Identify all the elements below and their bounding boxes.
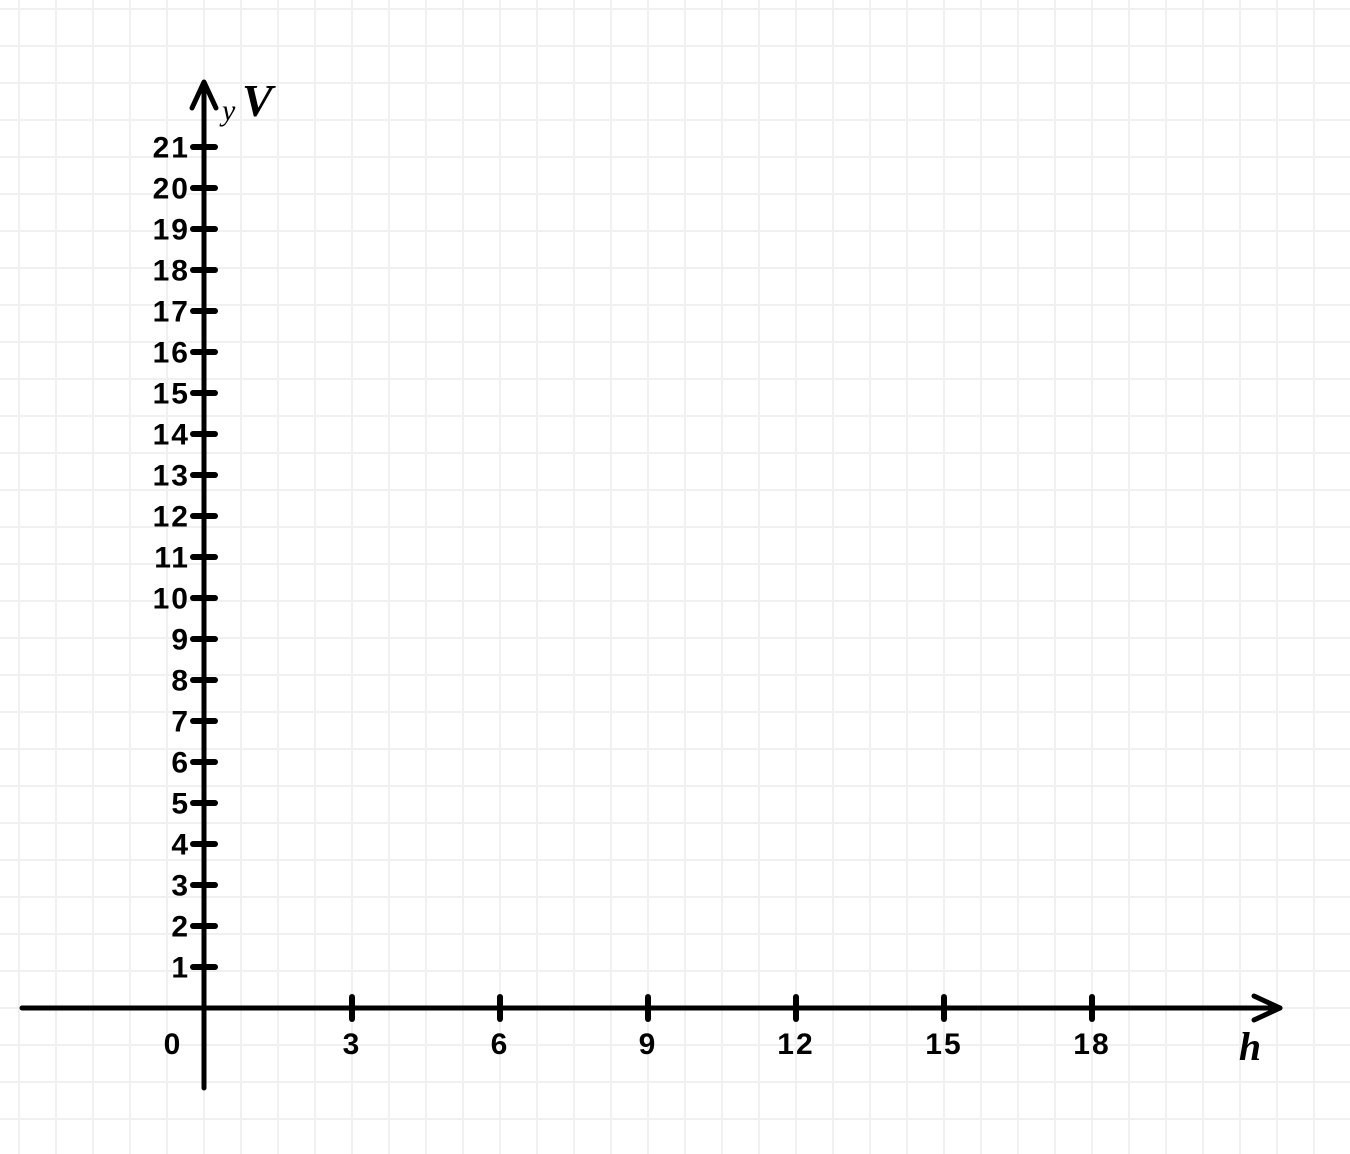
y-tick-label: 15 bbox=[153, 378, 190, 411]
y-tick-label: 9 bbox=[171, 624, 190, 657]
y-tick-label: 20 bbox=[153, 173, 190, 206]
y-tick-label: 7 bbox=[171, 706, 190, 739]
y-tick-label: 10 bbox=[153, 583, 190, 616]
x-tick-label: 9 bbox=[639, 1028, 658, 1061]
y-tick-label: 2 bbox=[171, 911, 190, 944]
x-tick-label: 18 bbox=[1073, 1028, 1110, 1061]
y-tick-label: 16 bbox=[153, 337, 190, 370]
y-tick-label: 14 bbox=[153, 419, 190, 452]
y-axis-sublabel: y bbox=[219, 94, 236, 127]
y-tick-label: 6 bbox=[171, 747, 190, 780]
origin-label: 0 bbox=[164, 1028, 181, 1061]
y-tick-label: 4 bbox=[171, 829, 190, 862]
y-tick-label: 13 bbox=[153, 460, 190, 493]
y-tick-label: 1 bbox=[171, 952, 190, 985]
x-tick-label: 3 bbox=[343, 1028, 362, 1061]
coordinate-chart: 0yVh369121518123456789101112131415161718… bbox=[0, 0, 1350, 1154]
y-tick-label: 21 bbox=[153, 132, 190, 165]
y-tick-label: 17 bbox=[153, 296, 190, 329]
x-tick-label: 12 bbox=[777, 1028, 814, 1061]
y-tick-label: 3 bbox=[171, 870, 190, 903]
y-tick-label: 11 bbox=[154, 542, 190, 575]
y-tick-label: 18 bbox=[153, 255, 190, 288]
y-tick-label: 12 bbox=[153, 501, 190, 534]
y-tick-label: 5 bbox=[171, 788, 190, 821]
x-axis-label: h bbox=[1239, 1024, 1261, 1069]
x-tick-label: 6 bbox=[491, 1028, 510, 1061]
y-axis-label: V bbox=[242, 75, 276, 126]
y-tick-label: 8 bbox=[171, 665, 190, 698]
y-tick-label: 19 bbox=[153, 214, 190, 247]
x-tick-label: 15 bbox=[925, 1028, 962, 1061]
